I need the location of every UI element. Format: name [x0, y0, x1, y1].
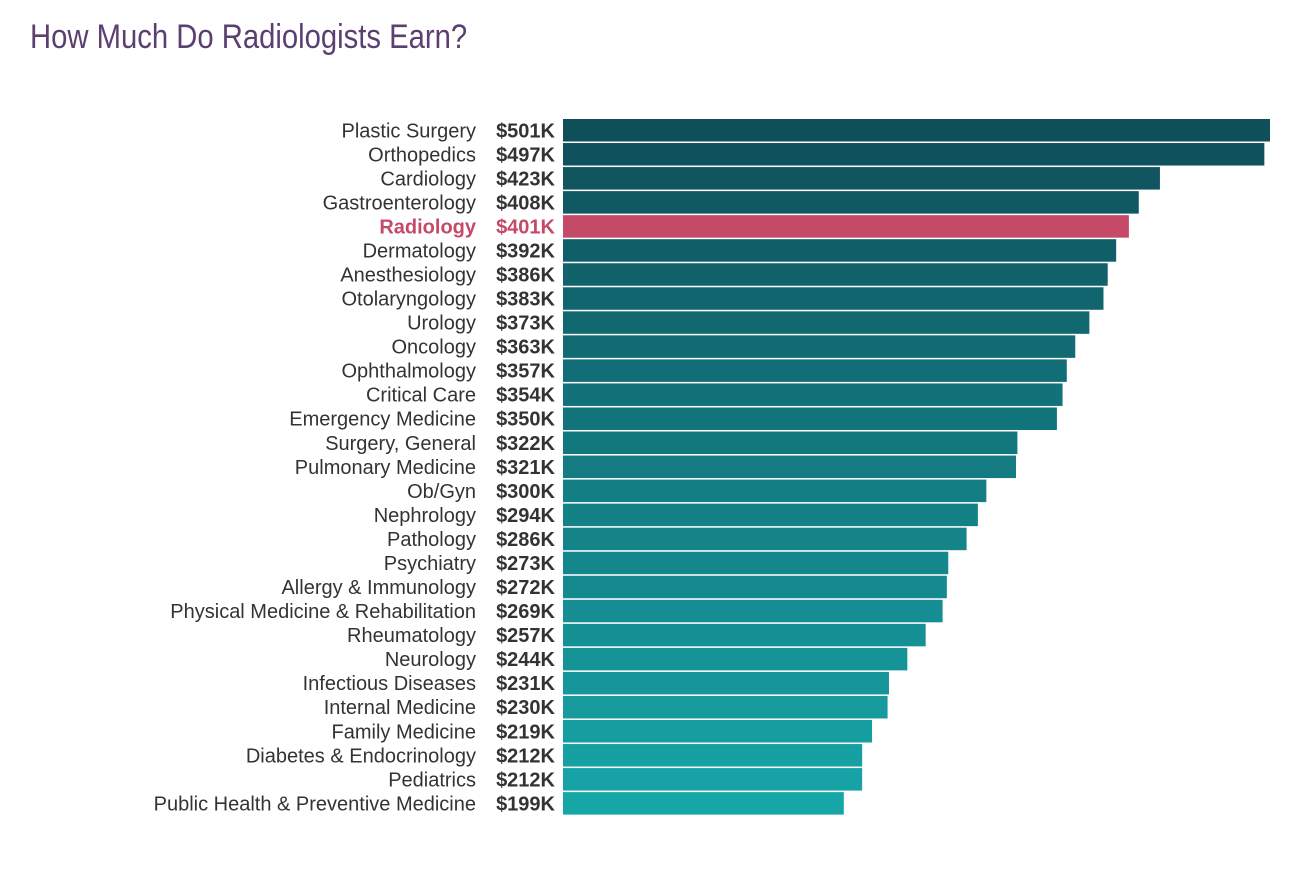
value-label: $300K	[496, 481, 555, 503]
value-label: $350K	[496, 409, 555, 431]
value-label: $212K	[496, 745, 555, 767]
value-label: $244K	[496, 649, 555, 671]
value-label: $272K	[496, 577, 555, 599]
value-label: $363K	[496, 337, 555, 359]
category-label: Surgery, General	[325, 433, 476, 455]
bar-allergy-immunology	[563, 575, 947, 599]
bar-diabetes-endocrinology	[563, 744, 863, 767]
bar-dermatology	[563, 239, 1117, 262]
value-label: $423K	[496, 168, 555, 190]
chart-title: How Much Do Radiologists Earn?	[30, 18, 468, 56]
bar-plastic-surgery	[563, 119, 1270, 142]
value-label: $322K	[496, 433, 555, 455]
value-label: $501K	[496, 120, 555, 142]
value-label: $273K	[496, 553, 555, 575]
bar-cardiology	[563, 167, 1160, 190]
category-label: Oncology	[392, 337, 477, 359]
bar-orthopedics	[563, 143, 1265, 166]
category-label: Pathology	[387, 529, 476, 551]
bar-radiology	[563, 215, 1129, 238]
category-label: Dermatology	[363, 240, 476, 262]
value-label: $321K	[496, 457, 555, 479]
category-label: Emergency Medicine	[289, 409, 476, 431]
category-label: Anesthesiology	[340, 264, 476, 286]
bar-critical-care	[563, 383, 1063, 406]
category-label: Internal Medicine	[324, 697, 476, 719]
category-label: Public Health & Preventive Medicine	[154, 793, 476, 815]
category-label: Psychiatry	[384, 553, 476, 575]
category-label: Physical Medicine & Rehabilitation	[170, 601, 476, 623]
value-label: $199K	[496, 793, 555, 815]
value-label: $219K	[496, 721, 555, 743]
bar-otolaryngology	[563, 287, 1104, 310]
category-label: Family Medicine	[332, 721, 476, 743]
value-label: $386K	[496, 264, 555, 286]
category-label: Cardiology	[380, 168, 476, 190]
bar-physical-medicine-rehabilitation	[563, 599, 943, 623]
bar-pulmonary-medicine	[563, 455, 1016, 479]
bar-psychiatry	[563, 551, 949, 575]
value-label: $294K	[496, 505, 555, 527]
value-label: $497K	[496, 144, 555, 166]
bar-anesthesiology	[563, 263, 1108, 286]
bar-urology	[563, 311, 1090, 334]
category-label: Gastroenterology	[323, 192, 476, 214]
value-label: $269K	[496, 601, 555, 623]
category-label: Nephrology	[374, 505, 476, 527]
category-label: Neurology	[385, 649, 476, 671]
bar-surgery-general	[563, 431, 1018, 455]
value-label: $212K	[496, 769, 555, 791]
category-label: Infectious Diseases	[303, 673, 476, 695]
value-label: $257K	[496, 625, 555, 647]
category-label: Ophthalmology	[341, 361, 476, 383]
value-label: $231K	[496, 673, 555, 695]
category-label: Pediatrics	[388, 769, 476, 791]
value-label: $286K	[496, 529, 555, 551]
category-label: Radiology	[379, 216, 477, 238]
category-label: Otolaryngology	[341, 289, 476, 311]
bar-emergency-medicine	[563, 407, 1057, 430]
value-label: $357K	[496, 361, 555, 383]
category-label: Orthopedics	[368, 144, 476, 166]
bar-public-health-preventive-medicine	[563, 792, 844, 815]
bar-internal-medicine	[563, 695, 888, 719]
value-label: $230K	[496, 697, 555, 719]
bar-nephrology	[563, 503, 978, 527]
bar-pediatrics	[563, 768, 863, 791]
category-label: Urology	[407, 313, 476, 335]
value-label: $392K	[496, 240, 555, 262]
bar-ob-gyn	[563, 479, 987, 503]
bar-ophthalmology	[563, 359, 1067, 382]
category-label: Diabetes & Endocrinology	[246, 745, 476, 767]
category-label: Plastic Surgery	[342, 120, 477, 142]
category-label: Allergy & Immunology	[281, 577, 476, 599]
value-label: $373K	[496, 313, 555, 335]
bar-pathology	[563, 527, 967, 551]
value-label: $383K	[496, 289, 555, 311]
category-label: Rheumatology	[347, 625, 476, 647]
bar-rheumatology	[563, 623, 926, 647]
value-label: $354K	[496, 385, 555, 407]
bar-oncology	[563, 335, 1076, 358]
category-label: Ob/Gyn	[407, 481, 476, 503]
value-label: $408K	[496, 192, 555, 214]
bar-neurology	[563, 647, 908, 671]
bar-family-medicine	[563, 720, 873, 743]
category-label: Critical Care	[366, 385, 476, 407]
bar-gastroenterology	[563, 191, 1139, 214]
category-label: Pulmonary Medicine	[295, 457, 476, 479]
value-label: $401K	[496, 216, 555, 238]
bar-infectious-diseases	[563, 671, 889, 695]
